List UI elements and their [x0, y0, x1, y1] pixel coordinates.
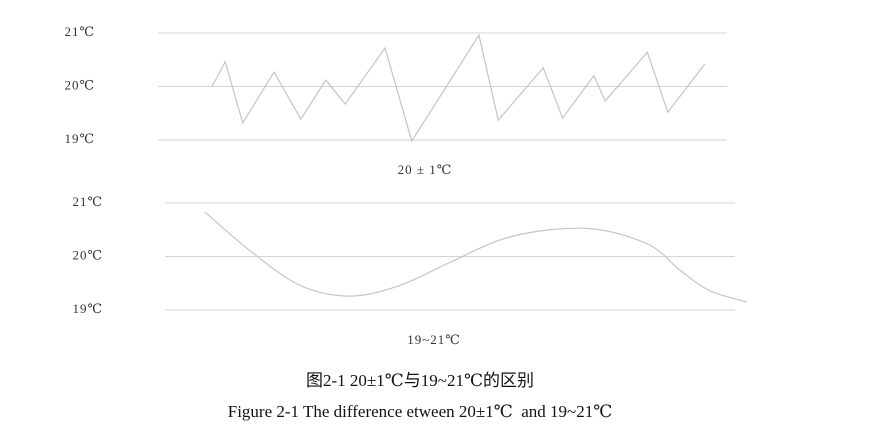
y-tick-label: 19℃ — [72, 301, 103, 316]
data-line — [204, 211, 748, 303]
x-axis-label: 19~21℃ — [407, 332, 461, 347]
y-tick-label: 20℃ — [64, 77, 95, 92]
caption-english: Figure 2-1 The difference etween 20±1℃ a… — [228, 402, 613, 421]
x-axis-label: 20 ± 1℃ — [398, 162, 453, 177]
y-tick-label: 19℃ — [64, 131, 95, 146]
caption-chinese: 图2-1 20±1℃与19~21℃的区别 — [306, 371, 534, 390]
y-tick-label: 21℃ — [72, 194, 103, 209]
y-tick-label: 21℃ — [64, 24, 95, 39]
y-tick-label: 20℃ — [72, 247, 103, 262]
data-line — [211, 33, 706, 143]
